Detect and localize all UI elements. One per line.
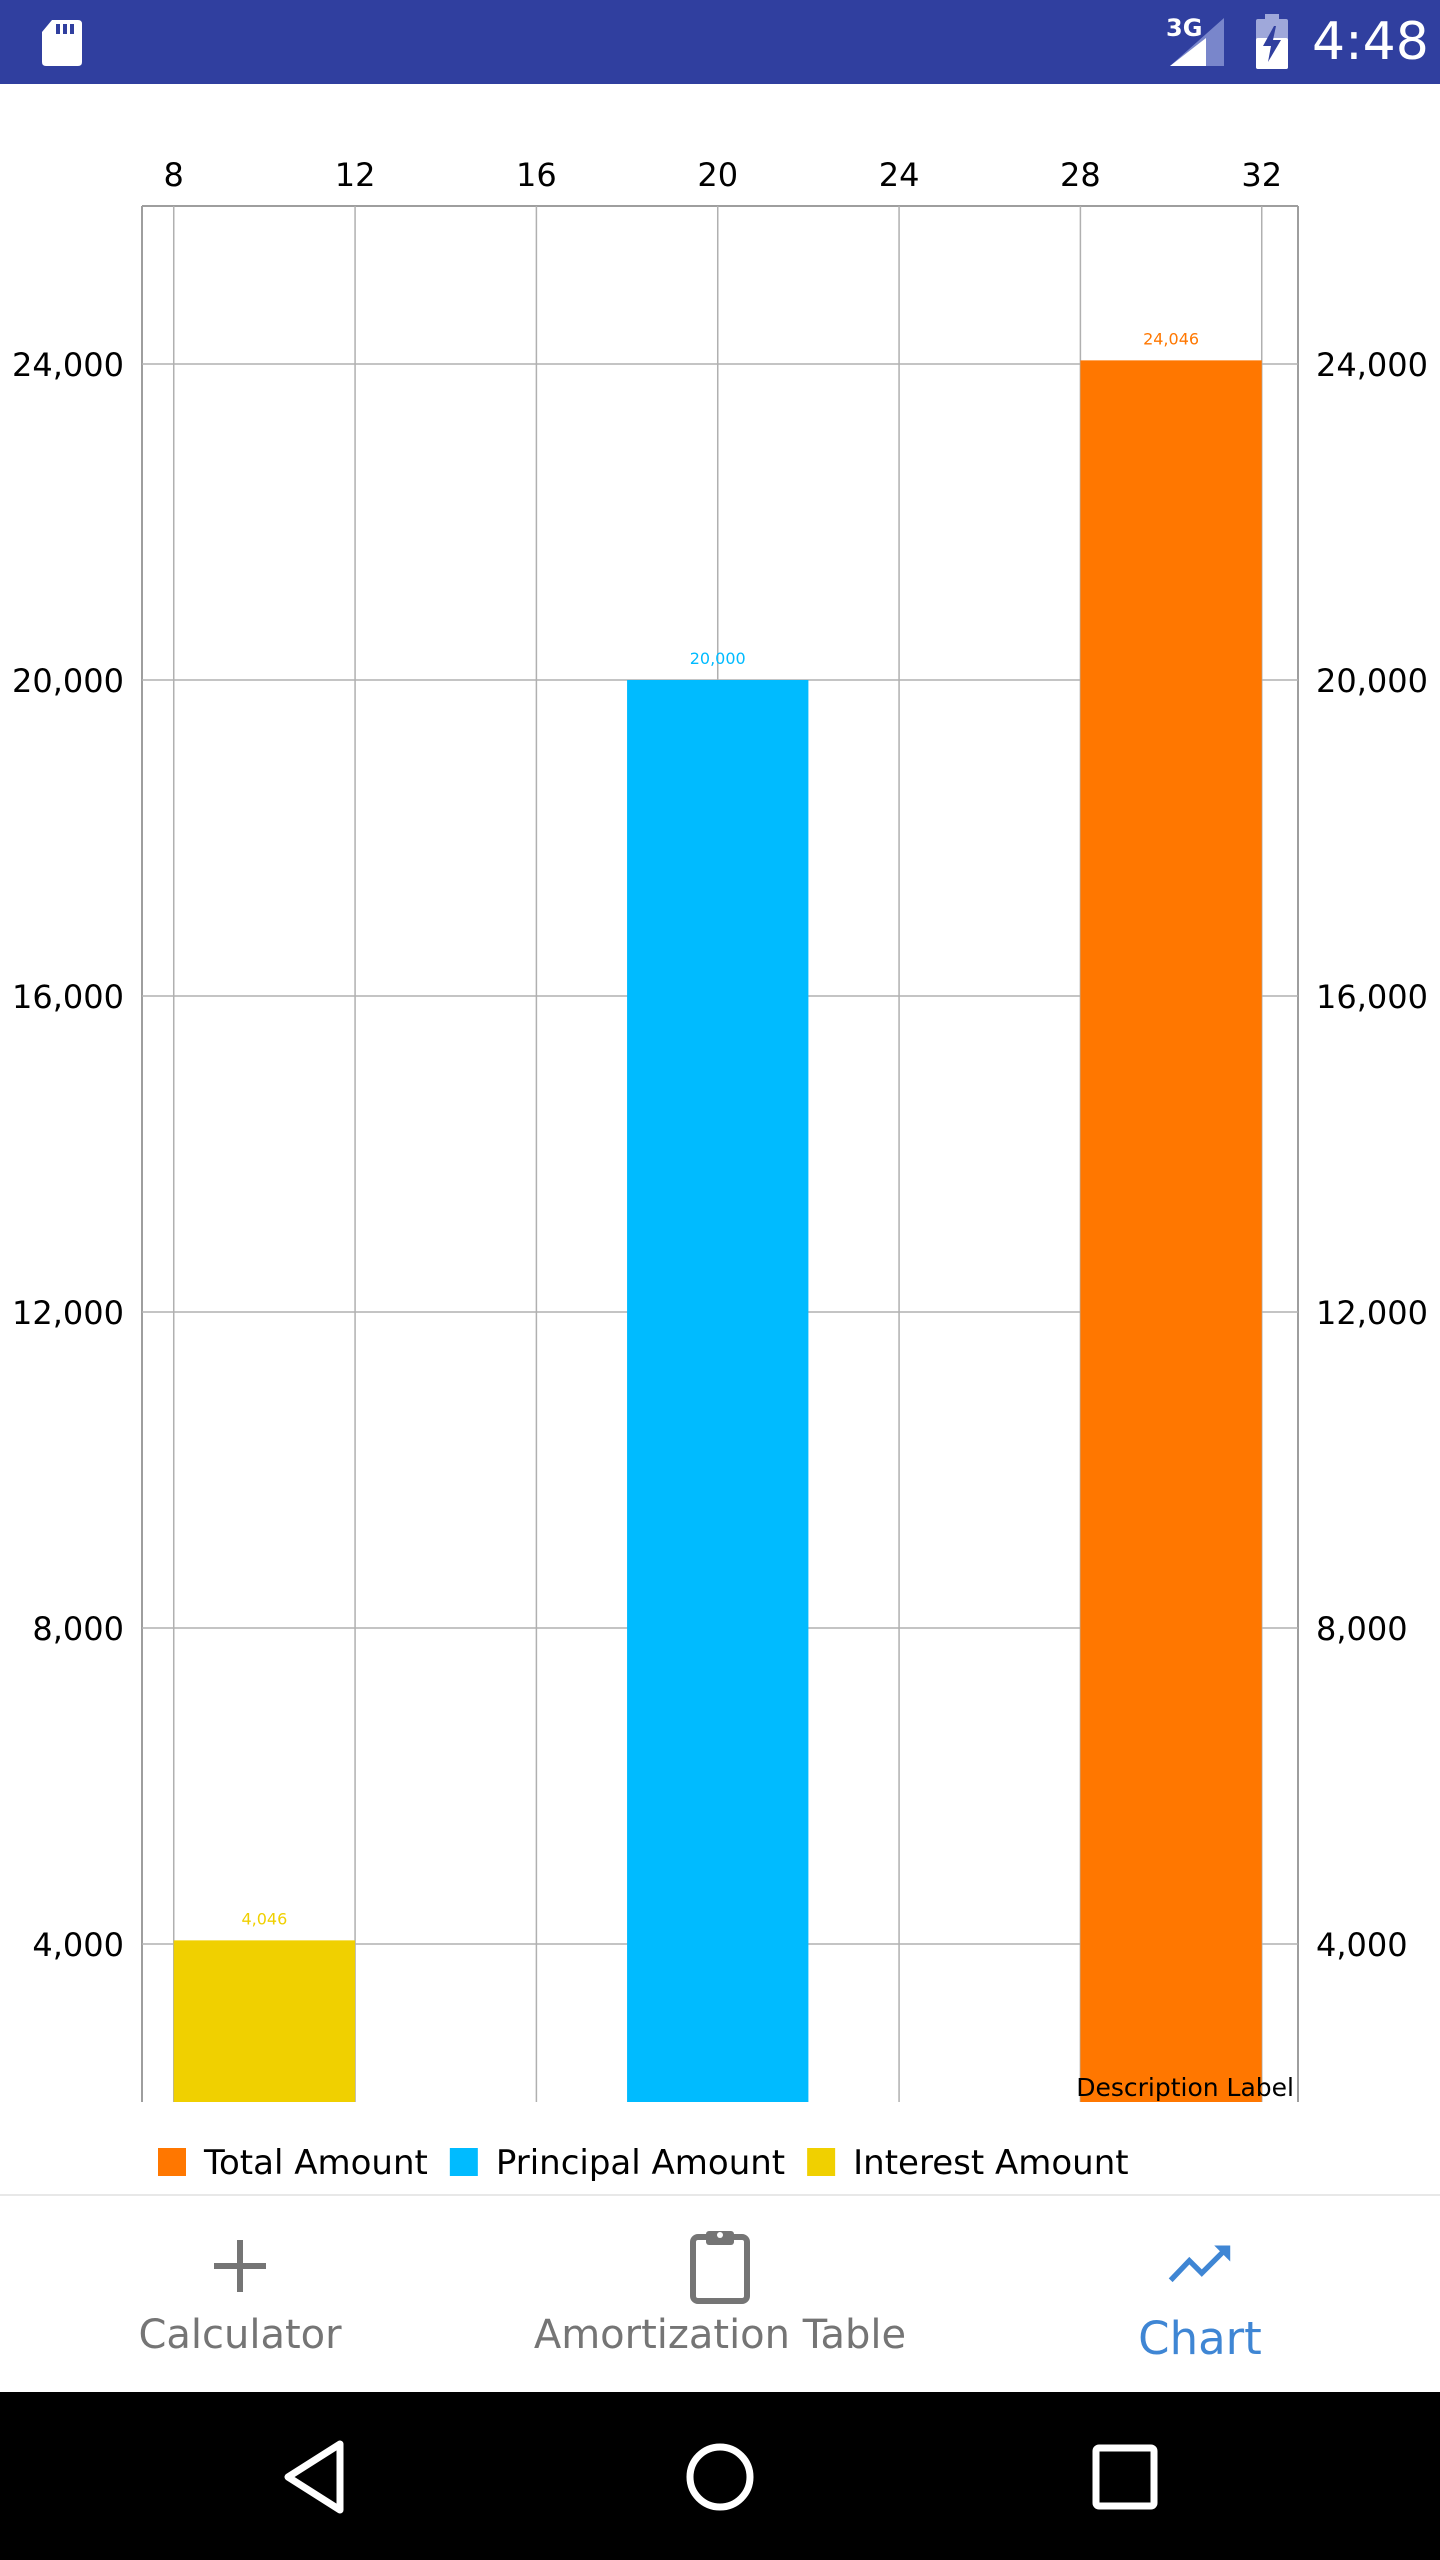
chart-bars bbox=[173, 360, 1262, 2103]
legend-label: Principal Amount bbox=[496, 2143, 785, 2183]
y-tick-label-left: 24,000 bbox=[12, 346, 124, 384]
nav-item-amortization-table[interactable]: Amortization Table bbox=[520, 2196, 920, 2392]
bar bbox=[627, 680, 809, 2102]
y-tick-label-left: 12,000 bbox=[12, 1294, 124, 1332]
legend-swatch bbox=[449, 2148, 478, 2176]
plus-icon bbox=[214, 2240, 266, 2292]
y-tick-label-right: 12,000 bbox=[1316, 1294, 1428, 1332]
nav-label-chart: Chart bbox=[1138, 2312, 1262, 2365]
status-clock: 4:48 bbox=[1312, 12, 1429, 72]
y-tick-label-right: 8,000 bbox=[1316, 1610, 1408, 1648]
recents-icon[interactable] bbox=[1080, 2432, 1170, 2522]
y-tick-label-right: 16,000 bbox=[1316, 978, 1428, 1016]
home-icon[interactable] bbox=[675, 2432, 765, 2522]
legend-swatch bbox=[158, 2148, 186, 2176]
chart-legend: Total Amount Principal Amount Interest Amo… bbox=[158, 2143, 1129, 2183]
clipboard-icon bbox=[690, 2231, 750, 2304]
x-tick-label: 24 bbox=[879, 156, 920, 194]
chart-canvas: 8 12 16 20 24 28 32 4,000 4,000 8,000 8,000 12,000 1… bbox=[12, 156, 1428, 2183]
network-type-label: 3G bbox=[1166, 14, 1203, 42]
bar bbox=[1080, 360, 1262, 2103]
x-tick-label: 32 bbox=[1241, 156, 1282, 194]
battery-charging-icon bbox=[1256, 14, 1288, 69]
x-tick-label: 12 bbox=[335, 156, 376, 194]
sd-card-icon bbox=[42, 20, 82, 66]
nav-item-chart[interactable]: Chart bbox=[1050, 2196, 1350, 2392]
bar-chart: 8 12 16 20 24 28 32 4,000 4,000 8,000 8,000 12,000 1… bbox=[0, 84, 1440, 2194]
y-tick-label-left: 16,000 bbox=[12, 978, 124, 1016]
signal-icon bbox=[1170, 18, 1224, 66]
y-tick-label-left: 20,000 bbox=[12, 662, 124, 700]
description-label: Description Label bbox=[1076, 2073, 1294, 2102]
legend-label: Interest Amount bbox=[853, 2143, 1128, 2183]
bar bbox=[173, 1940, 356, 2102]
x-tick-label: 20 bbox=[697, 156, 738, 194]
trending-up-icon bbox=[1168, 2245, 1231, 2283]
nav-label-amortization-table: Amortization Table bbox=[533, 2312, 907, 2358]
y-tick-label-left: 8,000 bbox=[32, 1610, 124, 1648]
y-tick-label-right: 4,000 bbox=[1316, 1926, 1408, 1964]
legend-swatch bbox=[807, 2148, 836, 2176]
y-tick-label-right: 20,000 bbox=[1316, 662, 1428, 700]
bottom-navigation: Calculator Amortization Table Chart bbox=[0, 2194, 1440, 2392]
chart-labels: 8 12 16 20 24 28 32 4,000 4,000 8,000 8,000 12,000 1… bbox=[12, 156, 1428, 2102]
y-tick-label-right: 24,000 bbox=[1316, 346, 1428, 384]
x-tick-label: 28 bbox=[1060, 156, 1101, 194]
x-tick-label: 16 bbox=[516, 156, 557, 194]
y-tick-label-left: 4,000 bbox=[32, 1926, 124, 1964]
nav-label-calculator: Calculator bbox=[138, 2312, 342, 2358]
bar-value-label: 20,000 bbox=[690, 649, 746, 668]
x-tick-label: 8 bbox=[164, 156, 184, 194]
nav-item-calculator[interactable]: Calculator bbox=[90, 2196, 390, 2392]
bar-value-label: 4,046 bbox=[241, 1909, 287, 1928]
status-bar: 3G 4:48 bbox=[0, 0, 1440, 84]
bar-value-label: 24,046 bbox=[1143, 329, 1199, 348]
system-navigation-bar bbox=[0, 2392, 1440, 2560]
legend-label: Total Amount bbox=[203, 2143, 428, 2183]
back-icon[interactable] bbox=[270, 2432, 360, 2522]
